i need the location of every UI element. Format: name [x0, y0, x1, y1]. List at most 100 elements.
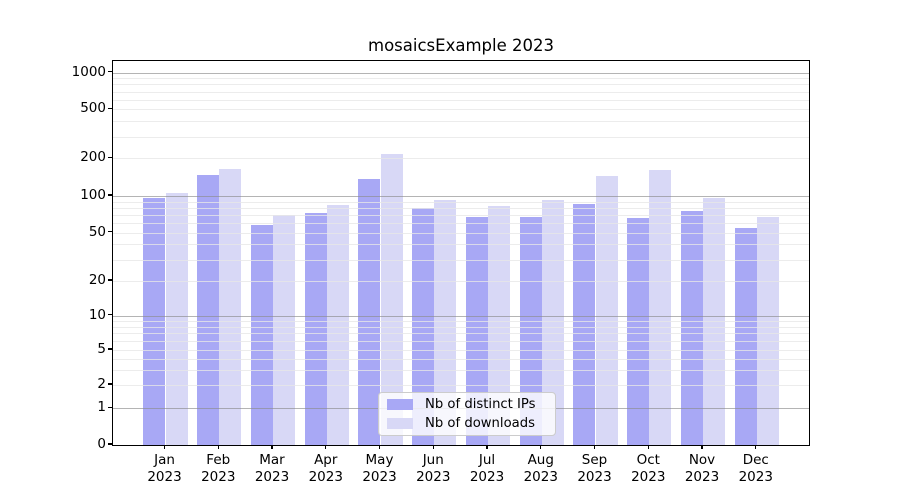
gridline-minor-5: [113, 350, 809, 351]
y-tick-label-2: 2: [97, 376, 106, 392]
gridline-minor-90: [113, 201, 809, 203]
gridline-minor-400: [113, 121, 809, 123]
x-tick-year-jul: 2023: [469, 468, 505, 485]
gridline-minor-40: [113, 244, 809, 246]
gridline-minor-6: [113, 340, 809, 342]
gridline-major-1000: [113, 72, 809, 74]
y-tick-mark-200: [108, 156, 112, 158]
bar-nb-of-distinct-ips-apr: [304, 213, 327, 445]
gridline-minor-80: [113, 207, 809, 209]
x-tick-mark-may: [378, 445, 381, 449]
bar-nb-of-downloads-jan: [165, 192, 188, 445]
gridline-minor-4: [113, 358, 809, 360]
x-tick-mark-sep: [593, 445, 596, 449]
x-tick-mark-apr: [325, 445, 327, 449]
bar-nb-of-downloads-jun: [434, 199, 457, 445]
x-tick-mark-mar: [271, 445, 273, 449]
x-tick-label-nov: Nov 2023: [670, 452, 734, 485]
x-tick-year-jan: 2023: [147, 468, 182, 485]
legend: Nb of distinct IPs Nb of downloads: [378, 392, 556, 436]
gridline-minor-70: [113, 214, 809, 216]
gridline-minor-2: [113, 385, 809, 386]
plot-area: Nb of distinct IPs Nb of downloads: [112, 60, 810, 446]
x-tick-mark-aug: [540, 445, 542, 449]
bar-nb-of-distinct-ips-oct: [627, 218, 650, 445]
x-tick-month-aug: Aug: [527, 452, 554, 468]
x-tick-year-may: 2023: [362, 468, 397, 485]
x-tick-year-dec: 2023: [738, 468, 773, 485]
x-tick-mark-jun: [432, 445, 434, 449]
legend-label-distinct-ips: Nb of distinct IPs: [425, 397, 536, 412]
legend-swatch-distinct-ips: [387, 399, 413, 410]
x-tick-month-jul: Jul: [478, 452, 496, 468]
y-tick-mark-5: [108, 348, 112, 350]
x-tick-label-oct: Oct 2023: [616, 452, 680, 485]
gridline-minor-20: [113, 281, 809, 282]
x-tick-year-feb: 2023: [201, 468, 236, 485]
y-tick-mark-1000: [108, 71, 112, 73]
y-tick-label-50: 50: [88, 223, 106, 240]
x-tick-month-apr: Apr: [314, 452, 338, 468]
x-tick-year-apr: 2023: [308, 468, 343, 485]
x-tick-label-aug: Aug 2023: [509, 452, 573, 485]
gridline-minor-700: [113, 91, 809, 93]
x-tick-label-sep: Sep 2023: [563, 452, 627, 485]
y-tick-label-10: 10: [88, 306, 106, 323]
gridline-minor-600: [113, 99, 809, 101]
x-tick-month-feb: Feb: [206, 452, 231, 468]
gridline-major-100: [113, 196, 809, 198]
y-tick-mark-500: [108, 107, 112, 109]
gridline-minor-7: [113, 333, 809, 335]
y-tick-label-200: 200: [80, 149, 106, 166]
bar-nb-of-downloads-apr: [326, 204, 349, 445]
legend-item-downloads: Nb of downloads: [379, 414, 555, 433]
grid-layer: [113, 61, 809, 445]
y-tick-label-5: 5: [97, 341, 106, 357]
x-tick-month-may: May: [365, 452, 394, 468]
x-tick-month-jan: Jan: [154, 452, 175, 468]
gridline-minor-200: [113, 158, 809, 160]
y-tick-mark-10: [108, 314, 112, 316]
y-tick-label-0: 0: [97, 436, 106, 452]
x-tick-mark-dec: [755, 445, 757, 449]
gridline-minor-300: [113, 136, 809, 138]
y-tick-label-500: 500: [80, 100, 106, 117]
x-tick-year-oct: 2023: [631, 468, 666, 485]
x-tick-month-jun: Jun: [422, 452, 444, 468]
x-tick-mark-oct: [647, 445, 649, 449]
y-tick-mark-0: [108, 443, 112, 445]
gridline-minor-500: [113, 109, 809, 111]
gridline-minor-50: [113, 232, 809, 234]
gridline-minor-900: [113, 78, 809, 80]
legend-label-downloads: Nb of downloads: [425, 416, 535, 431]
x-tick-label-feb: Feb 2023: [186, 452, 250, 485]
x-tick-label-jul: Jul 2023: [455, 452, 519, 485]
x-tick-label-jun: Jun 2023: [401, 452, 465, 485]
x-tick-month-mar: Mar: [259, 452, 285, 468]
x-tick-label-apr: Apr 2023: [294, 452, 358, 485]
bar-nb-of-downloads-mar: [273, 214, 296, 445]
y-tick-mark-50: [108, 231, 112, 233]
gridline-minor-30: [113, 259, 809, 261]
bar-nb-of-distinct-ips-sep: [573, 204, 596, 445]
gridline-minor-3: [113, 369, 809, 371]
x-tick-month-dec: Dec: [742, 452, 769, 468]
y-tick-label-20: 20: [88, 272, 106, 288]
x-tick-label-jan: Jan 2023: [133, 452, 197, 485]
x-tick-mark-jul: [486, 445, 488, 449]
y-tick-label-1: 1: [97, 399, 106, 416]
x-tick-month-sep: Sep: [581, 452, 608, 468]
y-tick-label-1000: 1000: [71, 63, 106, 80]
bar-nb-of-distinct-ips-nov: [680, 211, 703, 445]
bar-nb-of-distinct-ips-aug: [519, 217, 542, 445]
bar-nb-of-downloads-oct: [649, 170, 672, 445]
x-tick-year-jun: 2023: [416, 468, 451, 485]
x-tick-label-may: May 2023: [348, 452, 412, 485]
x-tick-year-nov: 2023: [684, 468, 720, 485]
gridline-minor-800: [113, 84, 809, 86]
bar-nb-of-downloads-may: [380, 153, 403, 445]
x-tick-mark-nov: [701, 445, 703, 449]
x-tick-mark-jan: [163, 445, 166, 449]
x-tick-label-mar: Mar 2023: [240, 452, 304, 485]
